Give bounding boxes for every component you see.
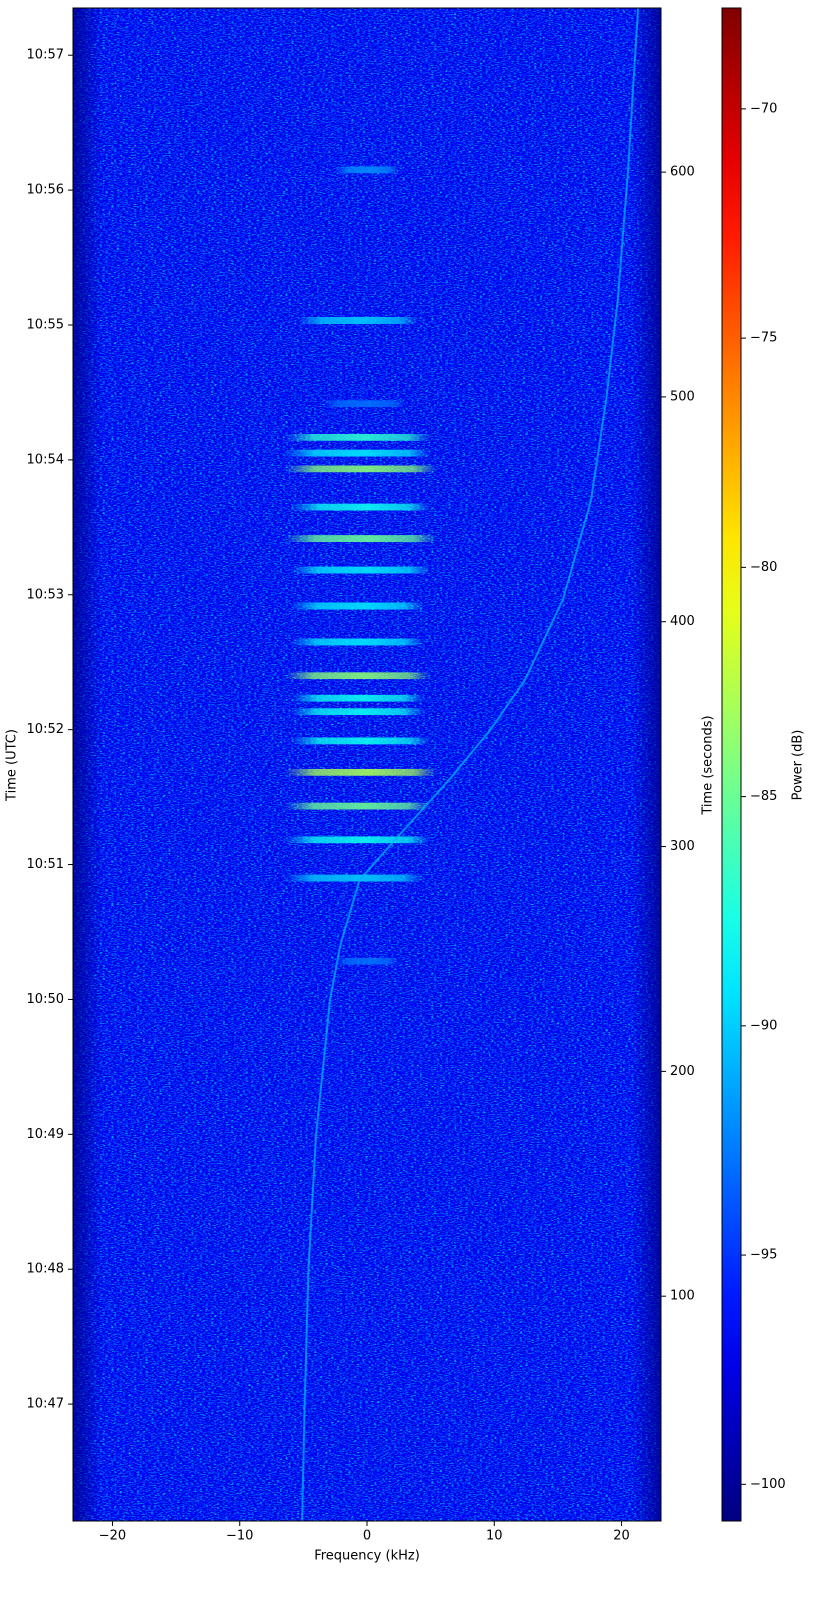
signal-burst [335, 957, 399, 965]
signal-burst [284, 433, 431, 441]
x-tick-label: −10 [226, 1529, 253, 1544]
signal-burst [290, 638, 425, 646]
x-tick-label: 20 [613, 1529, 630, 1544]
y2-axis-label: Time (seconds) [701, 715, 716, 815]
y-tick-label: 10:54 [27, 452, 64, 467]
signal-burst [284, 768, 437, 776]
signal-burst [284, 836, 431, 844]
y-tick-label: 10:48 [27, 1262, 64, 1277]
y-tick-label: 10:57 [27, 48, 64, 63]
x-tick-label: −20 [99, 1529, 126, 1544]
colorbar-tick-label: −70 [750, 101, 777, 116]
colorbar-tick-label: −95 [750, 1248, 777, 1263]
y-tick-label: 10:55 [27, 317, 64, 332]
colorbar-label: Power (dB) [791, 730, 806, 801]
y-tick-label: 10:50 [27, 992, 64, 1007]
colorbar-frame [721, 7, 742, 1522]
y-tick-label: 10:52 [27, 722, 64, 737]
plot-area [73, 8, 661, 1521]
signal-burst [290, 737, 431, 745]
y-tick-label: 10:56 [27, 183, 64, 198]
y-tick-label: 10:49 [27, 1127, 64, 1142]
y2-tick-label: 200 [670, 1064, 695, 1079]
signal-burst [322, 400, 406, 408]
y2-tick-label: 400 [670, 614, 695, 629]
colorbar-tick-label: −100 [750, 1477, 786, 1492]
signal-burst [297, 316, 418, 324]
y2-tick-label: 500 [670, 389, 695, 404]
signal-burst [284, 449, 431, 457]
y-tick-label: 10:51 [27, 857, 64, 872]
signal-burst [284, 672, 431, 680]
y2-tick-label: 100 [670, 1289, 695, 1304]
x-tick-label: 0 [363, 1529, 371, 1544]
signal-burst [290, 602, 425, 610]
signal-burst [290, 694, 425, 702]
colorbar-tick-label: −75 [750, 331, 777, 346]
doppler-track [301, 8, 640, 1521]
colorbar-tick-label: −80 [750, 560, 777, 575]
signal-burst [284, 874, 425, 882]
signal-burst [284, 465, 437, 473]
edge-shade [73, 8, 661, 1521]
x-axis-label: Frequency (kHz) [314, 1549, 420, 1564]
y2-tick-label: 300 [670, 839, 695, 854]
signal-burst [290, 708, 425, 716]
signal-burst [290, 503, 431, 511]
x-tick-label: 10 [486, 1529, 503, 1544]
colorbar-tick-label: −90 [750, 1018, 777, 1033]
y-tick-label: 10:53 [27, 587, 64, 602]
signal-burst [284, 802, 431, 810]
colorbar [722, 8, 741, 1521]
signal-burst [335, 166, 399, 174]
y-axis-label: Time (UTC) [5, 729, 20, 802]
signal-burst [284, 535, 437, 543]
y-tick-label: 10:47 [27, 1397, 64, 1412]
signal-burst [290, 566, 431, 574]
y2-tick-label: 600 [670, 165, 695, 180]
colorbar-tick-label: −85 [750, 789, 777, 804]
